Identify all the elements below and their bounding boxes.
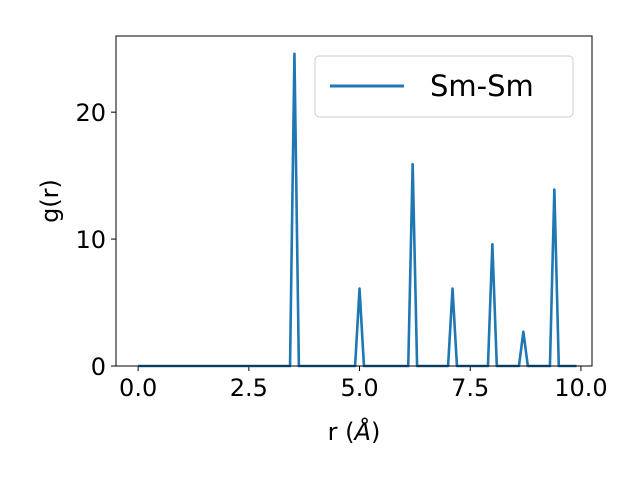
x-tick-label: 2.5 — [230, 374, 268, 402]
x-tick-label: 5.0 — [340, 374, 378, 402]
x-tick-label: 10.0 — [554, 374, 607, 402]
x-axis-label-symbol: Å — [353, 417, 371, 446]
x-axis-label-main: r ( — [328, 418, 355, 446]
legend: Sm-Sm — [315, 56, 573, 117]
x-tick-label: 7.5 — [451, 374, 489, 402]
y-tick-label: 10 — [75, 226, 106, 254]
y-tick-label: 20 — [75, 99, 106, 127]
x-tick-label: 0.0 — [119, 374, 157, 402]
y-axis-label: g(r) — [36, 179, 64, 223]
y-tick-label: 0 — [91, 353, 106, 381]
legend-label-sm-sm: Sm-Sm — [430, 69, 534, 103]
x-axis-label: r (Å) — [328, 417, 381, 446]
x-axis-label-close: ) — [371, 418, 380, 446]
